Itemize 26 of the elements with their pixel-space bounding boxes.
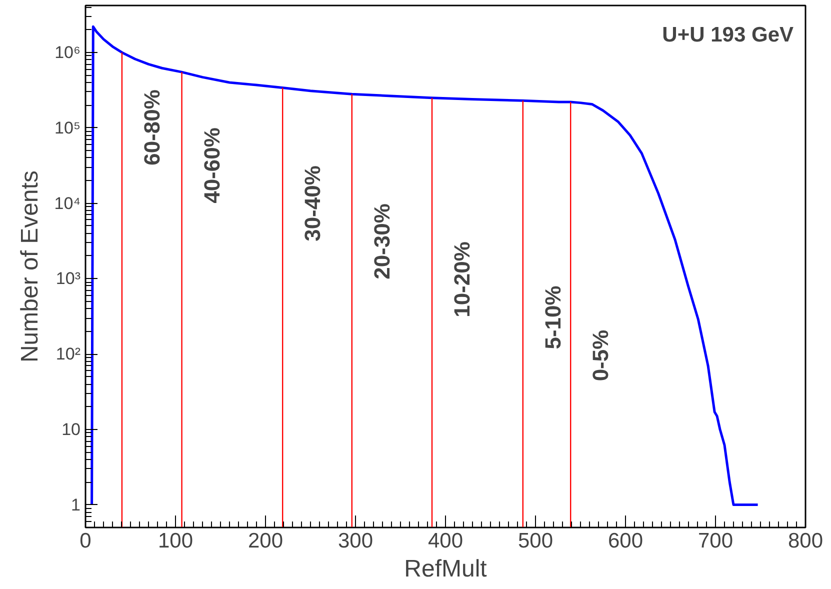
annotation: 20-30%: [369, 204, 394, 280]
y-tick-label: 10⁵: [54, 118, 81, 138]
annotation: 60-80%: [139, 90, 164, 166]
y-axis-title: Number of Events: [16, 170, 44, 363]
annotation: 40-60%: [199, 128, 224, 204]
y-tick-label: 10: [62, 420, 81, 439]
annotation: 10-20%: [450, 242, 474, 318]
x-tick-label: 400: [428, 530, 464, 552]
x-tick-label: 800: [788, 530, 824, 552]
y-tick-label: 10³: [56, 269, 81, 288]
x-tick-label: 200: [248, 530, 284, 552]
x-tick-label: 700: [698, 530, 734, 552]
annotation: 30-40%: [300, 166, 326, 242]
annotation: 5-10%: [540, 286, 566, 350]
x-tick-label: 100: [158, 530, 194, 552]
y-tick-label: 10⁴: [54, 194, 81, 213]
x-axis-title: RefMult: [404, 556, 488, 582]
y-tick-label: 10²: [56, 344, 81, 364]
x-tick-label: 0: [80, 530, 92, 552]
annotation: U+U 193 GeV: [662, 24, 794, 46]
y-tick-label: 1: [71, 495, 81, 514]
x-tick-label: 500: [518, 530, 554, 552]
x-tick-label: 300: [338, 530, 374, 552]
x-tick-label: 600: [608, 530, 644, 552]
annotation: 0-5%: [588, 330, 614, 382]
y-tick-label: 10⁶: [54, 42, 81, 62]
